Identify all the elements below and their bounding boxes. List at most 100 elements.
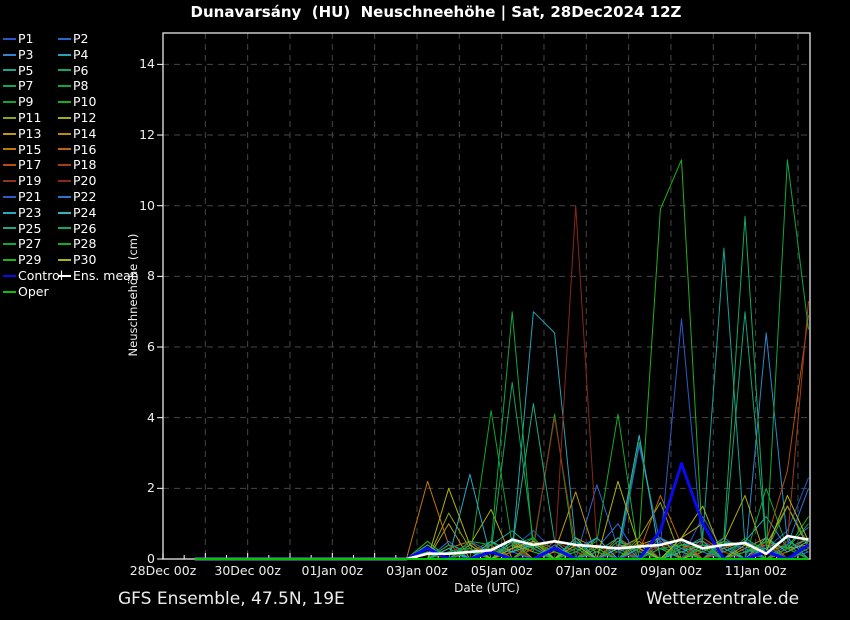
legend-swatch [3,69,16,72]
legend-label: P14 [73,125,97,141]
watermark-text: Wetterzentrale.de [646,589,800,609]
legend: P1 P2 P3 P4 P5 P6 P7 P8 P9 P10 P11 P12 P13 P14 P15 P16 P… [3,31,139,300]
x-tick-label: 28Dec 00z [129,563,197,578]
legend-item-p2: P2 [58,31,139,47]
legend-label: P2 [73,31,89,46]
legend-item-p9: P9 [3,94,58,110]
legend-label: P3 [18,46,34,62]
series-line-p5 [194,247,809,560]
legend-item-p5: P5 [3,63,58,79]
legend-label: P1 [18,31,34,46]
legend-item-p1: P1 [3,31,58,47]
legend-item-p19: P19 [3,173,58,189]
legend-swatch [3,85,16,88]
x-tick-label: 01Jan 00z [301,563,364,578]
x-tick-label: 03Jan 00z [386,563,448,578]
legend-label: P4 [73,46,89,62]
legend-label: P7 [18,78,34,94]
legend-swatch [58,69,71,72]
legend-item-p18: P18 [58,157,139,173]
legend-label: P27 [18,236,42,252]
legend-swatch [3,259,16,262]
y-tick-label: 4 [147,409,155,425]
legend-swatch [58,132,71,135]
legend-label: P21 [18,188,42,204]
legend-item-p3: P3 [3,47,58,63]
legend-item-p25: P25 [3,221,58,237]
legend-swatch [58,180,71,183]
legend-label: P24 [73,204,97,220]
legend-label: Ens. mean [73,267,139,283]
legend-swatch [58,211,71,214]
legend-swatch [3,148,16,151]
legend-swatch [3,211,16,214]
legend-label: P23 [18,204,42,220]
legend-swatch [3,243,16,246]
legend-swatch [58,37,71,40]
legend-item-p22: P22 [58,189,139,205]
legend-label: P15 [18,141,42,157]
legend-item-control: Control [3,268,63,284]
legend-swatch [58,148,71,151]
legend-item-p11: P11 [3,110,58,126]
legend-label: P18 [73,157,97,173]
legend-swatch [58,53,71,56]
legend-swatch [3,290,16,293]
legend-swatch [3,116,16,119]
legend-label: P5 [18,62,34,78]
legend-swatch [3,37,16,40]
legend-label: P13 [18,125,42,141]
y-tick-label: 12 [139,127,155,143]
x-tick-label: 07Jan 00z [555,563,618,578]
legend-item-p16: P16 [58,142,139,158]
y-tick-label: 0 [147,551,155,566]
legend-label: P30 [73,252,97,268]
legend-label: P6 [73,62,89,78]
legend-swatch [58,164,71,167]
model-info-text: GFS Ensemble, 47.5N, 19E [118,589,345,609]
legend-swatch [58,243,71,246]
legend-item-p8: P8 [58,78,139,94]
legend-item-p20: P20 [58,173,139,189]
legend-item-p15: P15 [3,142,58,158]
legend-swatch [3,180,16,183]
legend-swatch [3,227,16,230]
x-tick-label: 09Jan 00z [640,563,702,578]
legend-label: P22 [73,188,97,204]
y-tick-label: 10 [139,197,155,213]
legend-label: P10 [73,94,97,110]
legend-item-p26: P26 [58,221,139,237]
legend-label: Oper [18,283,49,299]
legend-label: P12 [73,109,97,125]
legend-item-p30: P30 [58,252,139,268]
legend-swatch [58,274,71,277]
legend-item-p17: P17 [3,157,58,173]
legend-swatch [58,195,71,198]
legend-swatch [58,259,71,262]
legend-item-p6: P6 [58,63,139,79]
legend-label: P9 [18,94,34,110]
y-tick-label: 14 [139,56,155,72]
legend-swatch [3,101,16,104]
legend-swatch [3,132,16,135]
legend-swatch [3,164,16,167]
legend-item-p12: P12 [58,110,139,126]
legend-item-p29: P29 [3,252,58,268]
legend-swatch [58,101,71,104]
legend-item-p28: P28 [58,236,139,252]
x-tick-label: 05Jan 00z [470,563,533,578]
y-axis-title: Neuschneehöhe (cm) [126,233,140,357]
legend-item-p10: P10 [58,94,139,110]
legend-item-p14: P14 [58,126,139,142]
y-tick-label: 2 [147,480,155,496]
legend-label: Control [18,267,64,283]
legend-label: P17 [18,157,42,173]
legend-item-p21: P21 [3,189,58,205]
y-tick-label: 6 [147,339,155,355]
x-tick-label: 11Jan 00z [724,563,787,578]
legend-swatch [58,116,71,119]
legend-label: P16 [73,141,97,157]
legend-item-p13: P13 [3,126,58,142]
